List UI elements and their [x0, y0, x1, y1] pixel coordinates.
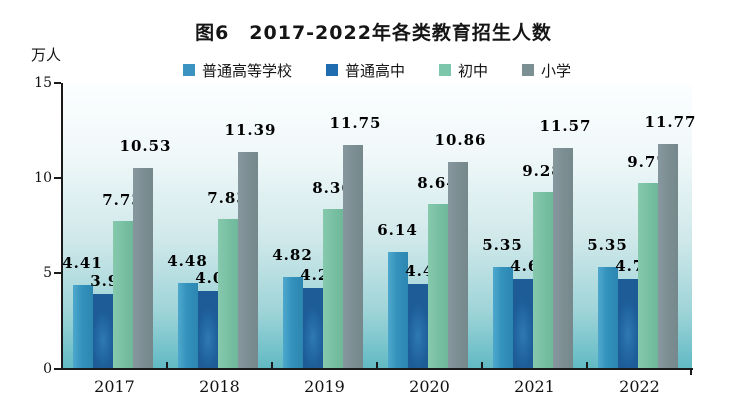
bar [407, 284, 428, 369]
y-axis-tick [54, 82, 61, 84]
x-category-label: 2022 [619, 377, 660, 396]
bar [447, 161, 468, 369]
legend-label: 普通高中 [344, 61, 405, 80]
bar [617, 279, 638, 369]
x-category-label: 2021 [514, 377, 555, 396]
value-label: 5.35 [482, 235, 523, 254]
x-axis-tick [166, 362, 168, 368]
legend-item-2: 初中 [439, 60, 488, 81]
value-label: 10.53 [119, 137, 172, 156]
x-axis-end-tick [690, 369, 692, 375]
value-label: 6.14 [377, 220, 418, 239]
bar [387, 251, 408, 369]
x-axis-tick [586, 362, 588, 368]
y-tick-label: 15 [34, 75, 52, 91]
legend-item-0: 普通高等学校 [182, 60, 292, 81]
bar [492, 266, 513, 369]
y-axis-tick [54, 177, 61, 180]
value-label: 9.77 [627, 152, 668, 171]
bar [177, 283, 198, 369]
bar [112, 221, 133, 369]
value-label: 8.64 [417, 174, 458, 193]
x-category-label: 2017 [94, 377, 135, 396]
bar [322, 209, 343, 369]
x-axis-tick [376, 362, 378, 368]
bar [427, 204, 448, 369]
legend-swatch-icon [439, 64, 451, 76]
bar [282, 276, 303, 369]
value-label: 11.57 [539, 117, 592, 136]
x-axis-tick [481, 362, 483, 368]
bar [597, 266, 618, 369]
y-tick-label: 5 [43, 265, 52, 282]
bar [342, 144, 363, 369]
legend-swatch-icon [522, 64, 535, 76]
value-label: 11.39 [224, 120, 277, 139]
x-axis [61, 368, 693, 370]
x-axis-tick [271, 362, 273, 368]
value-label: 4.41 [62, 253, 103, 272]
x-category-label: 2019 [304, 377, 345, 396]
bar [217, 219, 238, 369]
bar [197, 290, 218, 369]
bar [512, 279, 533, 369]
legend-item-1: 普通高中 [325, 60, 405, 81]
legend-label: 普通高等学校 [201, 61, 292, 80]
bar [92, 294, 113, 369]
value-label: 9.28 [522, 161, 563, 180]
value-label: 4.82 [272, 245, 313, 264]
bar [637, 182, 658, 369]
value-label: 4.48 [167, 252, 208, 271]
value-label: 5.35 [587, 235, 628, 254]
bar [532, 191, 553, 369]
value-label: 8.36 [312, 179, 353, 198]
bar [72, 284, 93, 369]
x-category-label: 2018 [199, 377, 240, 396]
legend-label: 初中 [458, 61, 489, 80]
y-axis-tick [54, 367, 61, 370]
value-label: 7.73 [102, 191, 143, 210]
y-axis [61, 83, 63, 370]
legend: 普通高等学校 普通高中 初中 小学 [62, 60, 692, 80]
legend-swatch-icon [182, 64, 195, 76]
x-category-label: 2020 [409, 377, 450, 396]
y-tick-label: 10 [34, 170, 52, 187]
bar [302, 288, 323, 369]
value-label: 11.77 [644, 113, 697, 132]
value-label: 10.86 [434, 130, 487, 149]
value-label: 11.75 [329, 113, 382, 132]
legend-swatch-icon [325, 64, 338, 76]
bar [552, 148, 573, 369]
bar [657, 144, 678, 369]
y-axis-unit-label: 万人 [31, 46, 62, 64]
chart-title: 图6 2017-2022年各类教育招生人数 [195, 22, 552, 44]
legend-label: 小学 [541, 61, 572, 80]
plot-area [62, 83, 692, 369]
bar [132, 168, 153, 369]
y-tick-label: 0 [43, 360, 52, 377]
value-label: 7.83 [207, 189, 248, 208]
y-axis-tick [54, 272, 61, 275]
legend-item-3: 小学 [522, 60, 571, 81]
bar [237, 151, 258, 369]
